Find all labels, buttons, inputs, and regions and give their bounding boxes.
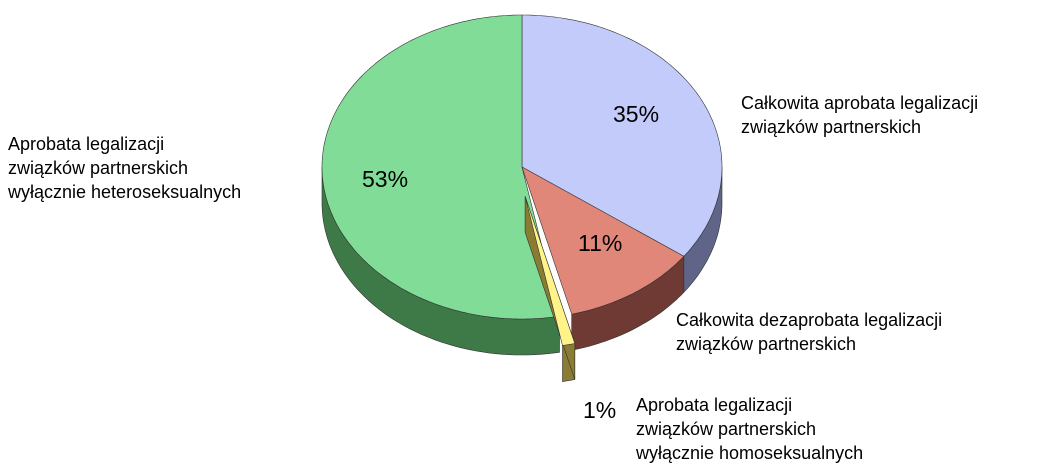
value-label: 35% <box>613 101 660 127</box>
category-label: Aprobata legalizacji związków partnerski… <box>8 134 242 202</box>
value-label: 11% <box>578 230 623 256</box>
category-label: Aprobata legalizacji związków partnerski… <box>636 395 864 463</box>
value-label: 1% <box>583 397 617 423</box>
category-label: Całkowita dezaprobata legalizacji związk… <box>676 310 943 354</box>
value-label: 53% <box>362 166 409 192</box>
category-label: Całkowita aprobata legalizacji związków … <box>741 93 979 137</box>
slice <box>321 14 560 320</box>
slice <box>521 14 723 257</box>
slice <box>524 196 576 346</box>
slice <box>521 166 685 315</box>
